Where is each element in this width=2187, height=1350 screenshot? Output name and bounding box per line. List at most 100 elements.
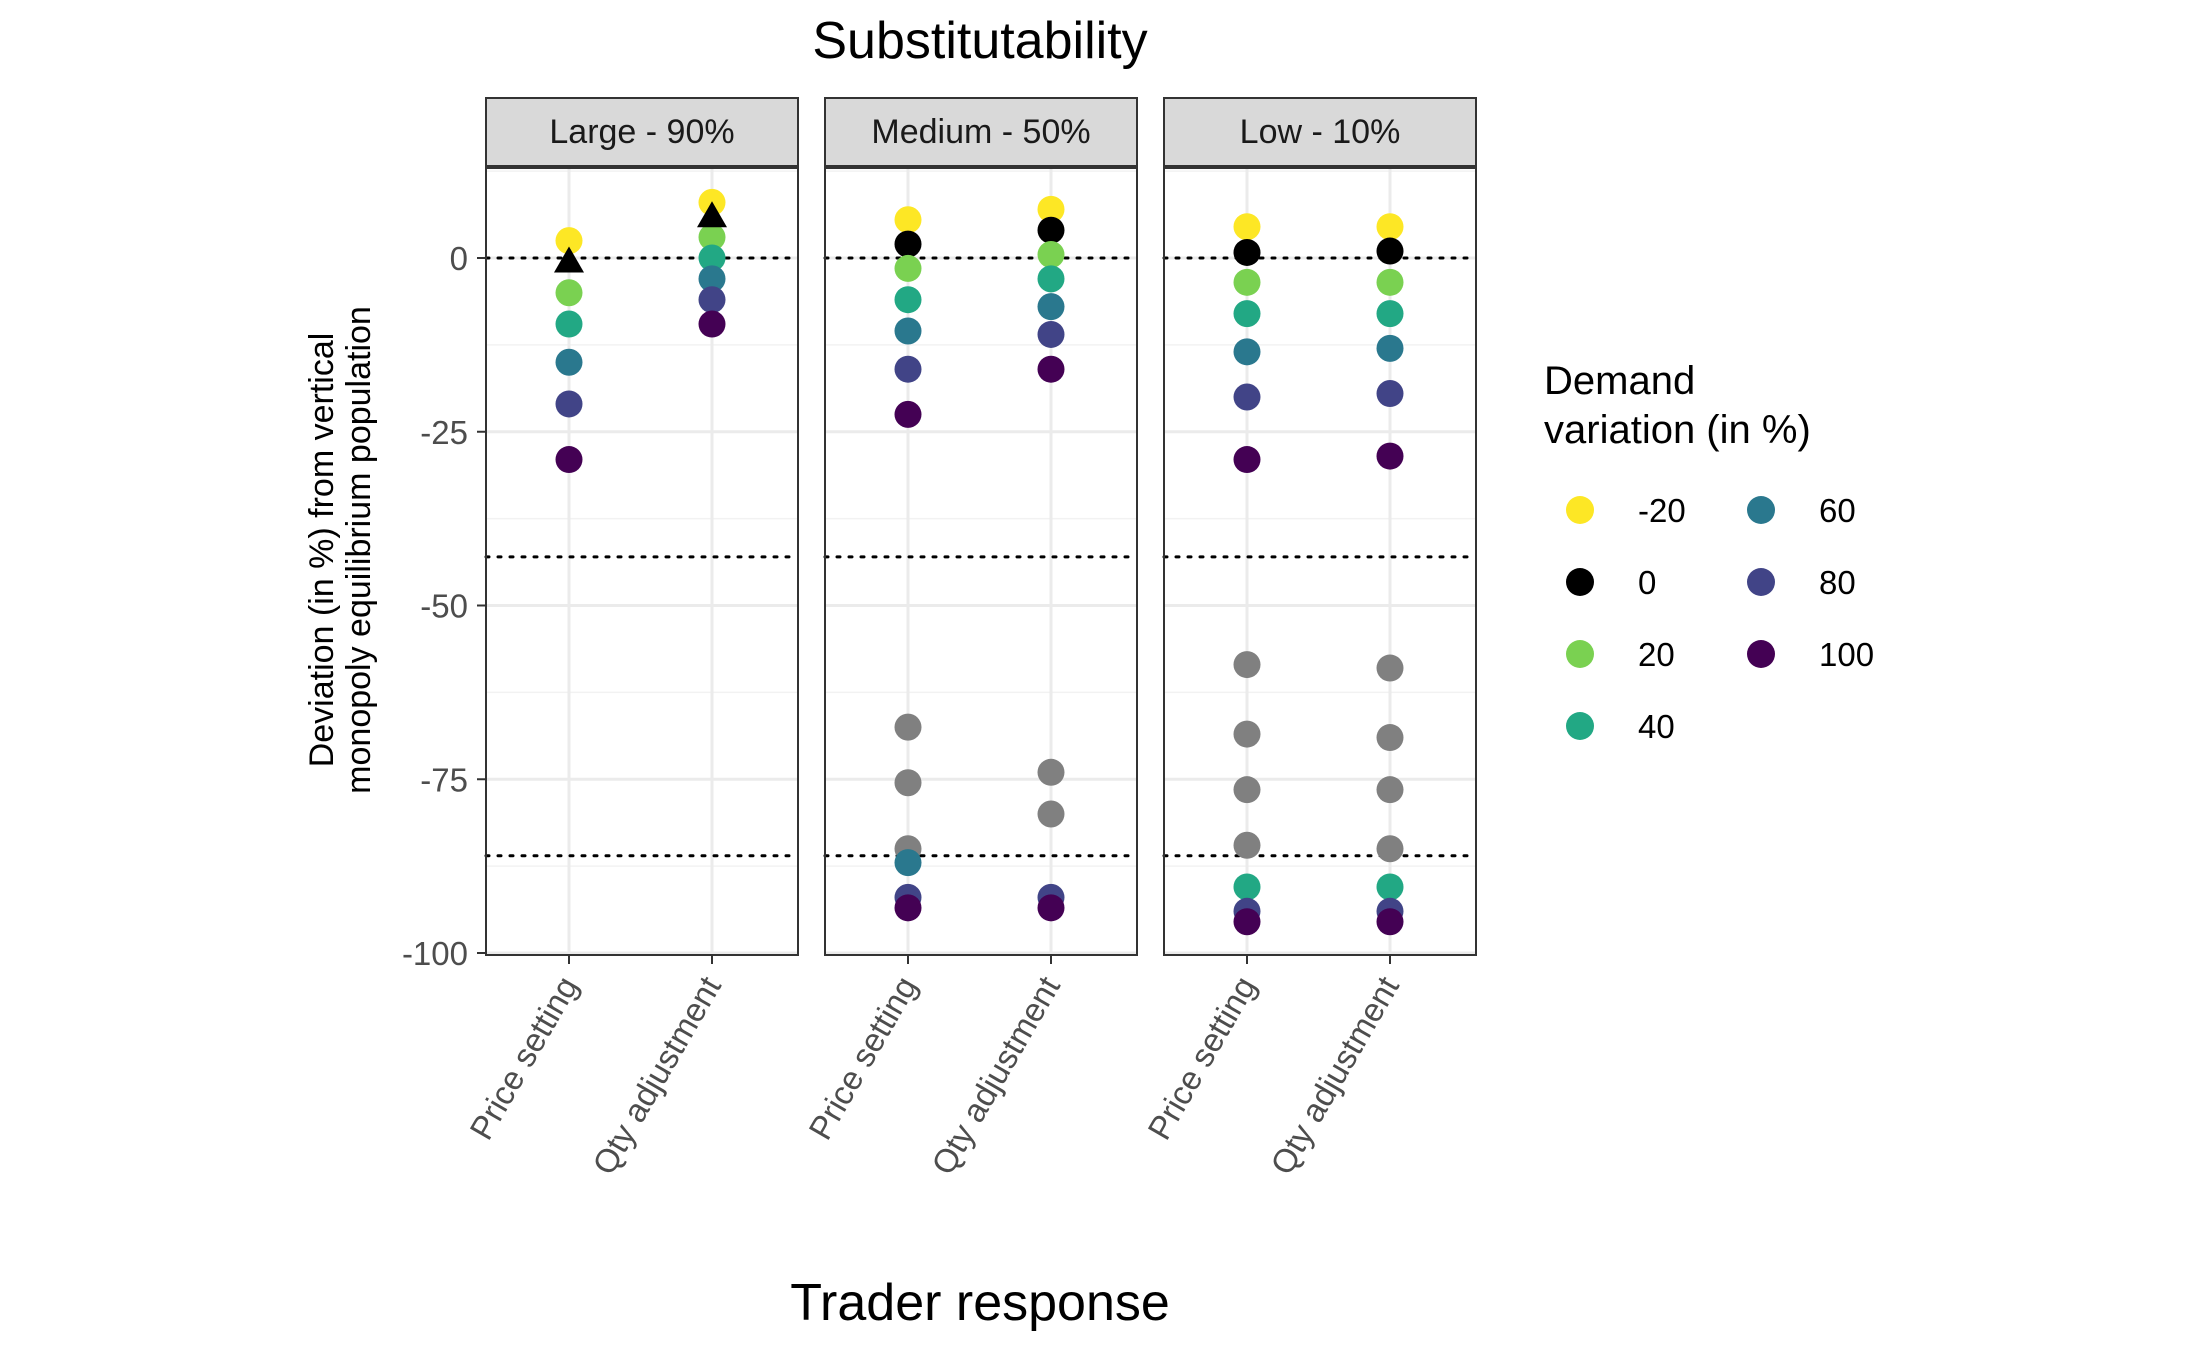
data-point <box>894 400 922 428</box>
data-point <box>894 713 922 741</box>
data-point <box>1233 300 1261 328</box>
facet-panel: Medium - 50%Price setting Qty adjustment <box>801 97 1139 1181</box>
data-point <box>555 227 583 255</box>
data-point <box>894 317 922 345</box>
y-tick-label: -50 <box>420 588 468 625</box>
data-point <box>1376 835 1404 863</box>
data-point <box>1376 380 1404 408</box>
data-point <box>1037 216 1065 244</box>
data-point <box>698 223 726 251</box>
data-point <box>894 355 922 383</box>
data-point <box>1376 237 1404 265</box>
data-point <box>1376 442 1404 470</box>
data-point <box>1037 758 1065 786</box>
legend-label: 100 <box>1819 636 1874 673</box>
legend-label: 60 <box>1819 492 1856 529</box>
panels: Large - 90%Price setting Qty adjustmentMe… <box>462 97 1478 1181</box>
data-point <box>1037 265 1065 293</box>
data-point <box>1233 446 1261 474</box>
data-point <box>894 286 922 314</box>
y-tick-label: 0 <box>450 240 468 277</box>
data-point <box>1233 873 1261 901</box>
data-point <box>1037 241 1065 269</box>
legend-key <box>1566 496 1594 524</box>
data-point <box>1037 800 1065 828</box>
facet-panel: Low - 10%Price setting Qty adjustment <box>1140 97 1478 1181</box>
triangle-marker <box>697 201 727 228</box>
data-point <box>1233 651 1261 679</box>
data-point <box>1233 831 1261 859</box>
data-point <box>1376 268 1404 296</box>
legend-label: 0 <box>1638 564 1656 601</box>
data-point <box>1376 873 1404 901</box>
y-tick-label: -75 <box>420 761 468 798</box>
data-point <box>894 206 922 234</box>
legend-title-line-2: variation (in %) <box>1544 408 1811 452</box>
data-point <box>1376 724 1404 752</box>
data-point <box>1376 654 1404 682</box>
data-point <box>1376 300 1404 328</box>
data-point <box>894 769 922 797</box>
data-point <box>555 279 583 307</box>
data-point <box>1233 213 1261 241</box>
data-point <box>555 310 583 338</box>
facet-strip <box>485 97 799 167</box>
facet-strip-label: Medium - 50% <box>871 113 1090 151</box>
facet-strip <box>1163 97 1477 167</box>
data-point <box>555 446 583 474</box>
x-axis-label: Trader response <box>790 1274 1170 1332</box>
data-point <box>1037 355 1065 383</box>
data-point <box>555 348 583 376</box>
data-point <box>1233 908 1261 936</box>
data-point <box>698 244 726 272</box>
legend-label: 80 <box>1819 564 1856 601</box>
legend-key <box>1747 640 1775 668</box>
legend-key <box>1566 568 1594 596</box>
facet-border <box>1163 167 1477 956</box>
data-point <box>1376 908 1404 936</box>
data-point <box>1037 320 1065 348</box>
data-point <box>1233 720 1261 748</box>
y-axis: 0 -25 -50 -75 -100 <box>402 240 486 972</box>
data-point <box>1376 213 1404 241</box>
facet-plot-area <box>825 168 1137 955</box>
data-point <box>894 230 922 258</box>
facet-plot-area <box>1164 168 1476 955</box>
data-point <box>555 390 583 418</box>
y-tick-label: -100 <box>402 935 468 972</box>
legend: Demand variation (in %) -20 0 20 40 60 80 100 <box>1544 359 1874 745</box>
facet-border <box>485 167 799 956</box>
data-point <box>1037 894 1065 922</box>
data-point <box>1376 334 1404 362</box>
facet-strip <box>824 97 1138 167</box>
data-point <box>1376 776 1404 804</box>
data-point <box>698 310 726 338</box>
facet-border <box>824 167 1138 956</box>
facet-panel: Large - 90%Price setting Qty adjustment <box>462 97 800 1181</box>
facet-plot-area <box>486 168 798 955</box>
facet-strip-label: Large - 90% <box>549 113 734 151</box>
legend-key <box>1747 568 1775 596</box>
legend-label: -20 <box>1638 492 1686 529</box>
data-point <box>1233 268 1261 296</box>
data-point <box>1233 238 1261 266</box>
data-point <box>894 254 922 282</box>
data-point <box>1037 293 1065 321</box>
data-point <box>698 286 726 314</box>
y-tick-label: -25 <box>420 414 468 451</box>
data-point <box>894 849 922 877</box>
legend-label: 40 <box>1638 708 1675 745</box>
legend-label: 20 <box>1638 636 1675 673</box>
data-point <box>1233 383 1261 411</box>
legend-key <box>1566 640 1594 668</box>
data-point <box>1233 338 1261 366</box>
data-point <box>698 265 726 293</box>
triangle-marker <box>554 246 584 273</box>
legend-key <box>1566 712 1594 740</box>
data-point <box>894 894 922 922</box>
legend-title-line-1: Demand <box>1544 359 1695 403</box>
chart-title: Substitutability <box>812 12 1147 70</box>
y-axis-label-line-2: monopoly equilibrium population <box>340 306 378 794</box>
data-point <box>1037 195 1065 223</box>
